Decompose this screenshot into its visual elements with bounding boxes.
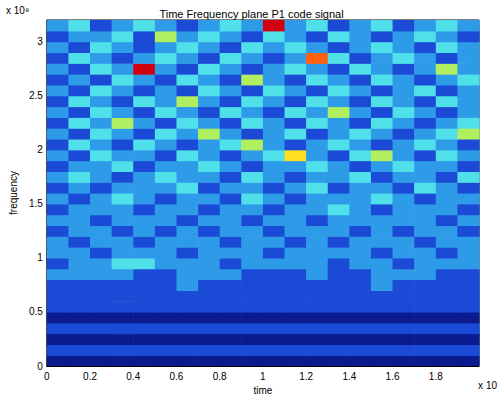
svg-text:Time Frequency plane P1 code s: Time Frequency plane P1 code signal <box>159 8 343 20</box>
svg-text:0.8: 0.8 <box>213 371 227 382</box>
svg-text:3: 3 <box>37 36 43 47</box>
svg-text:2: 2 <box>37 144 43 155</box>
svg-text:1.4: 1.4 <box>342 371 356 382</box>
svg-text:0.4: 0.4 <box>126 371 140 382</box>
svg-text:2.5: 2.5 <box>29 90 43 101</box>
svg-text:1.5: 1.5 <box>29 198 43 209</box>
svg-text:0.2: 0.2 <box>83 371 97 382</box>
svg-text:time: time <box>253 385 272 396</box>
svg-text:0: 0 <box>37 361 43 372</box>
svg-text:0.5: 0.5 <box>29 306 43 317</box>
svg-text:1: 1 <box>260 371 266 382</box>
svg-text:0.6: 0.6 <box>170 371 184 382</box>
svg-text:1: 1 <box>37 252 43 263</box>
svg-text:1.8: 1.8 <box>429 371 443 382</box>
svg-text:1.6: 1.6 <box>386 371 400 382</box>
svg-text:frequency: frequency <box>8 171 19 215</box>
svg-text:1.2: 1.2 <box>299 371 313 382</box>
svg-text:0: 0 <box>44 371 50 382</box>
svg-text:x 10: x 10 <box>478 380 497 391</box>
svg-text:x 10⁹: x 10⁹ <box>6 5 29 16</box>
